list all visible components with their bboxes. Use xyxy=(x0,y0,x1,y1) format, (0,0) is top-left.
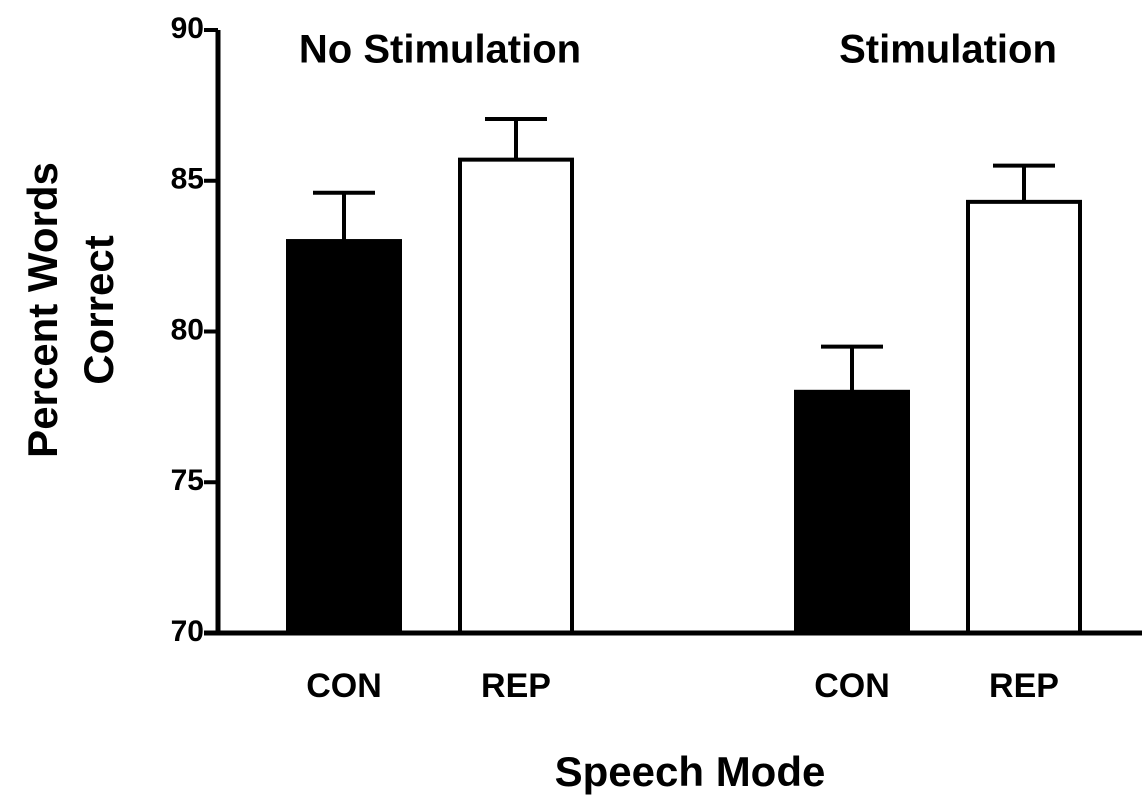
group-title: Stimulation xyxy=(839,28,1057,72)
bar xyxy=(458,157,574,636)
bar xyxy=(286,239,402,636)
bar xyxy=(966,199,1082,635)
y-tick-label: 75 xyxy=(171,464,204,497)
y-axis-label: Percent Words Correct xyxy=(19,162,122,458)
x-axis-label: Speech Mode xyxy=(555,748,826,795)
group-title: No Stimulation xyxy=(299,28,581,72)
x-tick-label: CON xyxy=(306,667,382,705)
bar xyxy=(794,389,910,635)
y-tick-label: 90 xyxy=(171,12,204,45)
x-tick-label: REP xyxy=(989,667,1059,705)
y-tick-label: 70 xyxy=(171,615,204,648)
x-tick-label: CON xyxy=(814,667,890,705)
y-axis-label-line: Percent Words xyxy=(19,162,66,458)
x-tick-label: REP xyxy=(481,667,551,705)
y-tick-label: 85 xyxy=(171,163,204,196)
y-axis-label-line: Correct xyxy=(75,235,122,384)
y-tick-label: 80 xyxy=(171,313,204,346)
